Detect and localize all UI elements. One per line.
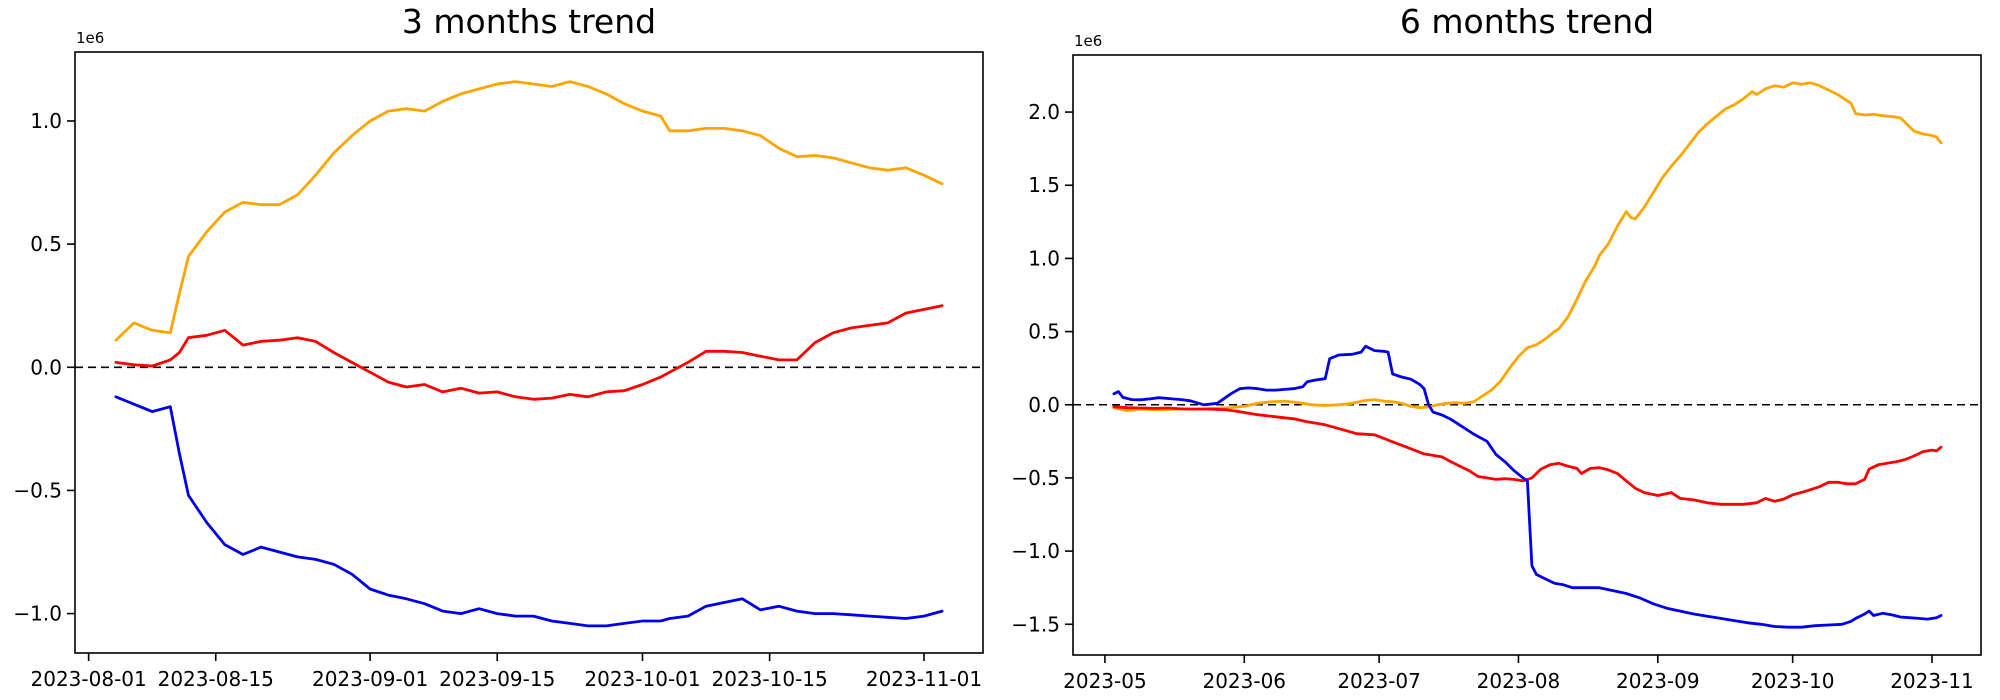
- y-tick-label: −0.5: [1011, 466, 1060, 490]
- x-tick-label: 2023-10: [1751, 669, 1835, 693]
- y-tick-label: 2.0: [1028, 100, 1060, 124]
- y-tick-label: 1.0: [30, 109, 62, 133]
- x-tick-label: 2023-10-01: [584, 667, 700, 691]
- y-tick-label: 0.0: [30, 355, 62, 379]
- x-tick-label: 2023-05: [1063, 669, 1147, 693]
- y-tick-label: −1.0: [13, 602, 62, 626]
- y-axis-offset-label: 1e6: [1074, 32, 1102, 50]
- x-tick-label: 2023-11-01: [866, 667, 982, 691]
- x-tick-label: 2023-08-01: [31, 667, 147, 691]
- orange-line: [114, 80, 944, 342]
- y-axis-offset-label: 1e6: [76, 29, 104, 47]
- y-tick-label: −1.5: [1011, 612, 1060, 636]
- chart-title-3-months: 3 months trend: [401, 2, 657, 41]
- axes-frame: [1072, 54, 1982, 656]
- chart-title-6-months: 6 months trend: [1399, 2, 1655, 41]
- x-tick-label: 2023-08-15: [158, 667, 274, 691]
- x-tick-label: 2023-07: [1337, 669, 1421, 693]
- x-tick-label: 2023-09-01: [312, 667, 428, 691]
- plot-area-6-months: 1e6 2023-05 2023-06 2023-07 2023-08 2023-09 20…: [1011, 32, 1982, 693]
- x-tick-label: 2023-06: [1202, 669, 1286, 693]
- x-tick-label: 2023-08: [1477, 669, 1561, 693]
- red-line: [114, 304, 944, 401]
- y-tick-label: −1.0: [1011, 539, 1060, 563]
- x-tick-label: 2023-10-15: [712, 667, 828, 691]
- red-line: [1112, 405, 1943, 506]
- x-tick-label: 2023-11: [1890, 669, 1974, 693]
- y-tick-label: 0.0: [1028, 393, 1060, 417]
- x-tick-label: 2023-09-15: [439, 667, 555, 691]
- x-tick-label: 2023-09: [1616, 669, 1700, 693]
- y-tick-label: −0.5: [13, 478, 62, 502]
- orange-line: [1112, 81, 1943, 413]
- y-tick-label: 0.5: [30, 232, 62, 256]
- blue-line: [1112, 344, 1943, 629]
- y-tick-label: 1.0: [1028, 246, 1060, 270]
- y-tick-label: 0.5: [1028, 320, 1060, 344]
- plot-area-3-months: 1e6 2023-08-01 2023-08-15 2023-09-01 2023-09…: [13, 29, 984, 691]
- axes-frame: [74, 51, 984, 654]
- y-tick-label: 1.5: [1028, 173, 1060, 197]
- blue-line: [114, 395, 944, 628]
